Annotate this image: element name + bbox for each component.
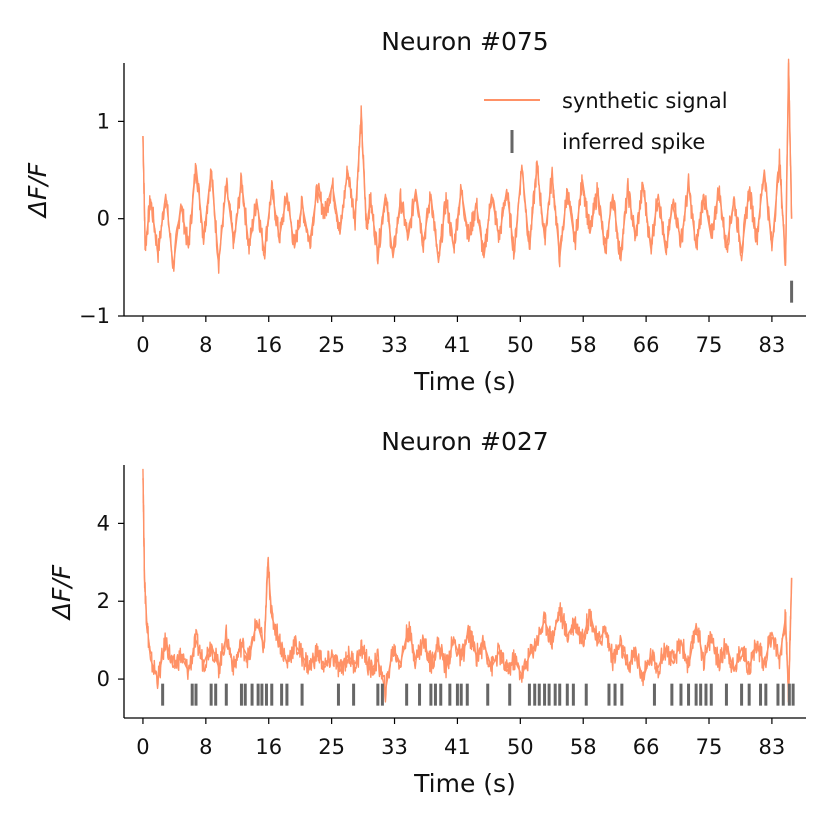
legend-label-signal: synthetic signal [562, 89, 728, 113]
x-tick-label: 25 [318, 333, 345, 357]
y-tick-label: 0 [97, 207, 110, 231]
x-tick-label: 41 [444, 333, 471, 357]
x-tick-label: 33 [381, 333, 408, 357]
x-axis-label: Time (s) [413, 367, 516, 396]
x-tick-label: 25 [318, 735, 345, 759]
chart-panel-neuron-075: Neuron #075 0 8 16 25 33 41 50 58 66 75 83 −1 0 1 Ti… [23, 27, 806, 396]
plot-area [142, 58, 794, 303]
x-tick-label: 75 [696, 333, 723, 357]
y-tick-label: 0 [97, 667, 110, 691]
x-tick-label: 83 [759, 735, 786, 759]
chart-title: Neuron #027 [381, 427, 548, 456]
x-tick-label: 0 [136, 333, 149, 357]
y-tick-label: 2 [97, 589, 110, 613]
x-tick-label: 0 [136, 735, 149, 759]
x-axis-ticks: 0 8 16 25 33 41 50 58 66 75 83 [136, 718, 785, 759]
x-tick-label: 50 [507, 333, 534, 357]
plot-area [142, 468, 795, 706]
x-tick-label: 41 [444, 735, 471, 759]
x-axis-label: Time (s) [413, 769, 516, 798]
y-axis-label: ΔF/F [23, 162, 52, 219]
y-axis-ticks: 0 2 4 [97, 511, 124, 691]
x-tick-label: 16 [255, 735, 282, 759]
x-tick-label: 8 [199, 735, 212, 759]
x-tick-label: 75 [696, 735, 723, 759]
signal-trace [142, 477, 793, 703]
x-tick-label: 50 [507, 735, 534, 759]
signal-trace-peaks [142, 62, 793, 269]
y-tick-label: 1 [97, 109, 110, 133]
x-tick-label: 58 [570, 735, 597, 759]
y-axis-label: ΔF/F [47, 564, 76, 621]
x-tick-label: 33 [381, 735, 408, 759]
x-tick-label: 58 [570, 333, 597, 357]
y-tick-label: −1 [79, 304, 110, 328]
x-tick-label: 16 [255, 333, 282, 357]
y-axis-ticks: −1 0 1 [79, 109, 124, 328]
x-tick-label: 83 [759, 333, 786, 357]
chart-title: Neuron #075 [381, 27, 548, 56]
legend-label-spike: inferred spike [562, 130, 705, 154]
x-axis-ticks: 0 8 16 25 33 41 50 58 66 75 83 [136, 316, 785, 357]
x-tick-label: 8 [199, 333, 212, 357]
legend: synthetic signal inferred spike [484, 89, 728, 154]
chart-panel-neuron-027: Neuron #027 0 8 16 25 33 41 50 58 66 75 83 0 2 4 Tim… [47, 427, 806, 798]
x-tick-label: 66 [633, 735, 660, 759]
y-tick-label: 4 [97, 511, 110, 535]
signal-trace-peaks [142, 468, 793, 700]
x-tick-label: 66 [633, 333, 660, 357]
